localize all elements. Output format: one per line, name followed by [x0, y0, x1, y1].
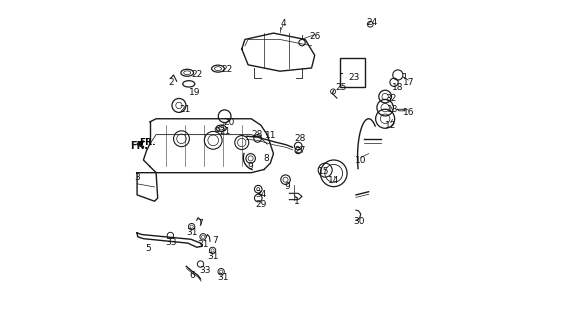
Text: 27: 27: [294, 146, 306, 155]
Text: 14: 14: [328, 176, 340, 185]
Text: 13: 13: [387, 105, 398, 114]
Text: 28: 28: [251, 130, 263, 139]
Text: 1: 1: [294, 197, 300, 206]
Text: 26: 26: [309, 32, 320, 41]
Text: 18: 18: [392, 83, 404, 92]
Text: 7: 7: [198, 219, 203, 228]
Text: 21: 21: [179, 105, 190, 114]
Text: 20: 20: [224, 118, 235, 127]
Text: 31: 31: [186, 228, 198, 237]
Text: 32: 32: [385, 94, 397, 103]
Text: 17: 17: [402, 78, 414, 87]
Text: 22: 22: [221, 65, 233, 74]
Text: 24: 24: [367, 18, 378, 27]
Text: 23: 23: [349, 73, 360, 82]
Text: 4: 4: [280, 19, 286, 28]
Text: 12: 12: [385, 121, 397, 130]
Text: 16: 16: [402, 108, 414, 117]
Text: FR.: FR.: [140, 138, 156, 147]
Text: 31: 31: [198, 240, 209, 249]
Text: 5: 5: [145, 244, 151, 253]
Text: 15: 15: [318, 167, 329, 176]
Text: 8: 8: [263, 154, 269, 163]
Text: 9: 9: [248, 162, 254, 171]
Text: 33: 33: [166, 238, 177, 247]
Text: 31: 31: [208, 252, 219, 261]
Text: 10: 10: [355, 156, 366, 164]
Text: 7: 7: [212, 236, 218, 245]
Text: 28: 28: [295, 134, 306, 143]
Text: 6: 6: [190, 271, 195, 280]
Text: 2: 2: [169, 78, 174, 87]
Text: 25: 25: [335, 83, 346, 92]
Text: 11: 11: [264, 131, 276, 140]
Text: 34: 34: [255, 190, 267, 199]
Text: 33: 33: [200, 266, 211, 275]
Text: FR.: FR.: [130, 141, 148, 151]
Text: 21: 21: [220, 127, 231, 136]
Text: 3: 3: [134, 173, 140, 182]
Text: 9: 9: [284, 182, 290, 191]
Text: 19: 19: [189, 88, 200, 97]
Text: 30: 30: [353, 217, 365, 226]
Text: 22: 22: [191, 70, 202, 79]
Text: 31: 31: [217, 273, 229, 282]
Text: 29: 29: [255, 200, 267, 209]
